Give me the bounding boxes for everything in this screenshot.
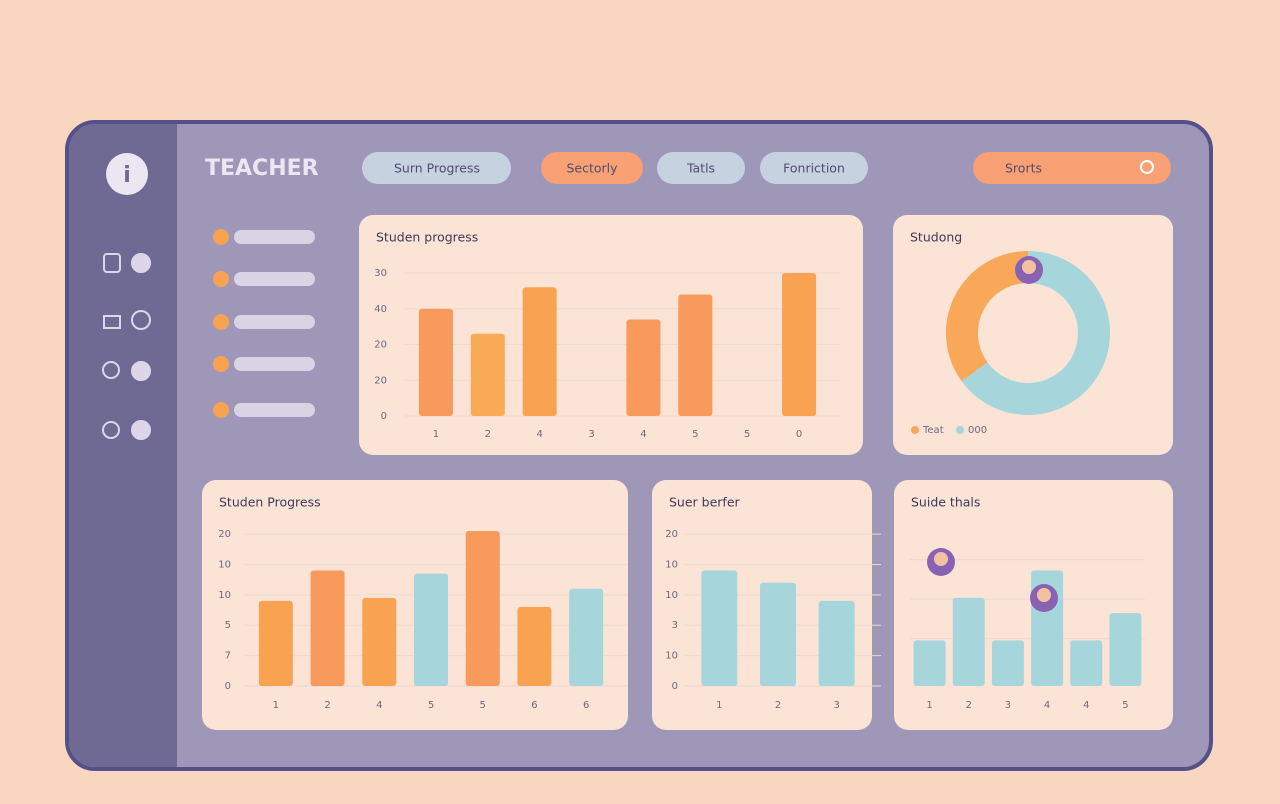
- x-tick-label: 5: [744, 429, 750, 440]
- y-tick-label: 20: [218, 529, 231, 540]
- logo-icon: i: [123, 163, 131, 188]
- bar: [310, 570, 345, 686]
- donut-segment: [961, 251, 1110, 415]
- nav-button[interactable]: [541, 152, 643, 184]
- bar: [760, 582, 796, 686]
- bar: [470, 333, 505, 416]
- avatar-face: [1037, 588, 1051, 602]
- bar: [517, 607, 552, 686]
- donut-segment: [946, 251, 1029, 382]
- y-tick-label: 20: [665, 529, 678, 540]
- y-tick-label: 10: [665, 559, 678, 570]
- x-tick-label: 5: [428, 700, 434, 711]
- bar: [818, 600, 855, 686]
- y-tick-label: 0: [381, 411, 387, 422]
- y-tick-label: 10: [665, 590, 678, 601]
- legend-label: Teat: [922, 425, 944, 436]
- avatar-face: [934, 552, 948, 566]
- avatar-face: [1022, 260, 1036, 274]
- x-tick-label: 1: [273, 700, 279, 711]
- bar: [626, 319, 661, 416]
- sidebar-icons: [102, 253, 151, 440]
- x-tick-label: 4: [1044, 700, 1050, 711]
- sidebar: [69, 124, 177, 767]
- bar: [952, 597, 985, 686]
- x-tick-label: 3: [833, 700, 839, 711]
- x-tick-label: 3: [588, 429, 594, 440]
- x-tick-label: 5: [692, 429, 698, 440]
- card-title: Suer berfer: [669, 495, 741, 510]
- bar: [1109, 613, 1142, 686]
- nav-label[interactable]: Sectorly: [566, 161, 618, 176]
- nav-button[interactable]: [760, 152, 868, 184]
- bar: [701, 570, 738, 686]
- logo: [106, 153, 148, 195]
- app-title: TEACHER: [205, 156, 319, 181]
- legend-swatch: [956, 426, 964, 434]
- x-tick-label: 4: [1083, 700, 1089, 711]
- x-tick-label: 4: [537, 429, 543, 440]
- bar: [522, 287, 557, 416]
- bar: [782, 273, 817, 416]
- legend-label: 000: [968, 425, 987, 436]
- y-tick-label: 7: [225, 651, 231, 662]
- y-tick-label: 5: [225, 620, 231, 631]
- search-box[interactable]: [973, 152, 1171, 184]
- y-tick-label: 3: [672, 620, 678, 631]
- legend-swatch: [911, 426, 919, 434]
- x-tick-label: 1: [433, 429, 439, 440]
- card-title: Suide thals: [911, 495, 980, 510]
- search-icon[interactable]: [1140, 160, 1154, 174]
- x-tick-label: 5: [480, 700, 486, 711]
- bar: [569, 588, 604, 686]
- nav-label[interactable]: Fonriction: [783, 161, 845, 176]
- y-tick-label: 10: [218, 590, 231, 601]
- y-tick-label: 20: [374, 340, 387, 351]
- y-tick-label: 10: [218, 559, 231, 570]
- nav-button[interactable]: [657, 152, 745, 184]
- bar: [465, 531, 500, 686]
- card-title: Studong: [910, 230, 962, 245]
- list: [213, 229, 315, 418]
- x-tick-label: 3: [1005, 700, 1011, 711]
- x-tick-label: 1: [716, 700, 722, 711]
- y-tick-label: 0: [672, 681, 678, 692]
- bar: [1070, 640, 1103, 686]
- y-tick-label: 10: [665, 651, 678, 662]
- x-tick-label: 2: [775, 700, 781, 711]
- bar: [258, 600, 293, 686]
- x-tick-label: 6: [531, 700, 537, 711]
- y-tick-label: 0: [225, 681, 231, 692]
- x-tick-label: 2: [485, 429, 491, 440]
- nav-button[interactable]: [362, 152, 511, 184]
- nav-label[interactable]: Tatls: [686, 161, 715, 176]
- x-tick-label: 6: [583, 700, 589, 711]
- y-tick-label: 30: [374, 268, 387, 279]
- nav-label[interactable]: Surn Progress: [394, 161, 480, 176]
- nav: Surn Progress Sectorly Tatls Fonriction …: [362, 152, 1171, 184]
- x-tick-label: 4: [376, 700, 382, 711]
- bar: [913, 640, 946, 686]
- card-title: Studen Progress: [219, 495, 321, 510]
- bar: [414, 573, 448, 686]
- search-label[interactable]: Srorts: [1005, 161, 1042, 176]
- y-tick-label: 40: [374, 304, 387, 315]
- x-tick-label: 0: [796, 429, 802, 440]
- x-tick-label: 2: [966, 700, 972, 711]
- card: [893, 215, 1173, 455]
- bar: [362, 597, 397, 686]
- bar: [418, 308, 453, 416]
- bar: [678, 294, 713, 416]
- x-tick-label: 5: [1122, 700, 1128, 711]
- y-tick-label: 20: [374, 375, 387, 386]
- x-tick-label: 1: [926, 700, 932, 711]
- card-title: Studen progress: [376, 230, 478, 245]
- x-tick-label: 4: [640, 429, 646, 440]
- bar: [991, 640, 1024, 686]
- x-tick-label: 2: [324, 700, 330, 711]
